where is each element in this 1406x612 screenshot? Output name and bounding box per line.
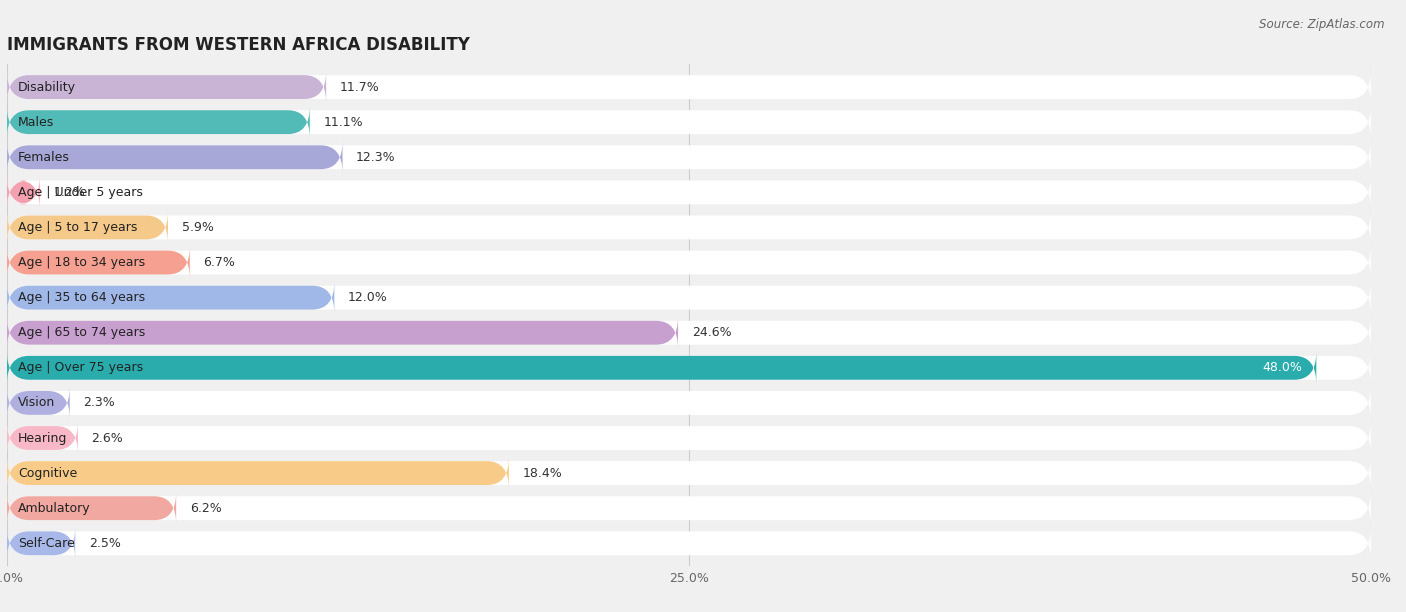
- Text: 2.5%: 2.5%: [89, 537, 121, 550]
- Text: Hearing: Hearing: [18, 431, 67, 444]
- FancyBboxPatch shape: [7, 316, 678, 349]
- Text: 11.1%: 11.1%: [323, 116, 363, 129]
- Text: Age | 18 to 34 years: Age | 18 to 34 years: [18, 256, 145, 269]
- Text: 5.9%: 5.9%: [181, 221, 214, 234]
- FancyBboxPatch shape: [7, 387, 70, 419]
- Text: 11.7%: 11.7%: [340, 81, 380, 94]
- Text: 1.2%: 1.2%: [53, 186, 86, 199]
- Text: Vision: Vision: [18, 397, 55, 409]
- Text: 12.3%: 12.3%: [356, 151, 396, 164]
- FancyBboxPatch shape: [7, 316, 1371, 349]
- Text: Source: ZipAtlas.com: Source: ZipAtlas.com: [1260, 18, 1385, 31]
- Text: Self-Care: Self-Care: [18, 537, 75, 550]
- FancyBboxPatch shape: [7, 527, 76, 559]
- FancyBboxPatch shape: [7, 387, 1371, 419]
- Text: Cognitive: Cognitive: [18, 466, 77, 480]
- Text: 6.2%: 6.2%: [190, 502, 222, 515]
- Text: Age | Over 75 years: Age | Over 75 years: [18, 361, 143, 375]
- FancyBboxPatch shape: [7, 352, 1316, 384]
- FancyBboxPatch shape: [7, 176, 1371, 209]
- FancyBboxPatch shape: [7, 422, 1371, 454]
- FancyBboxPatch shape: [7, 106, 1371, 138]
- Text: 12.0%: 12.0%: [347, 291, 388, 304]
- FancyBboxPatch shape: [7, 492, 1371, 524]
- FancyBboxPatch shape: [7, 141, 343, 173]
- Text: Age | 65 to 74 years: Age | 65 to 74 years: [18, 326, 145, 339]
- Text: 6.7%: 6.7%: [204, 256, 235, 269]
- Text: Age | 5 to 17 years: Age | 5 to 17 years: [18, 221, 138, 234]
- Text: Males: Males: [18, 116, 55, 129]
- FancyBboxPatch shape: [7, 176, 39, 209]
- Text: Age | Under 5 years: Age | Under 5 years: [18, 186, 143, 199]
- Text: IMMIGRANTS FROM WESTERN AFRICA DISABILITY: IMMIGRANTS FROM WESTERN AFRICA DISABILIT…: [7, 36, 470, 54]
- FancyBboxPatch shape: [7, 211, 1371, 244]
- FancyBboxPatch shape: [7, 457, 1371, 489]
- Text: 2.6%: 2.6%: [91, 431, 124, 444]
- FancyBboxPatch shape: [7, 141, 1371, 173]
- FancyBboxPatch shape: [7, 282, 1371, 314]
- FancyBboxPatch shape: [7, 71, 326, 103]
- Text: Age | 35 to 64 years: Age | 35 to 64 years: [18, 291, 145, 304]
- Text: Ambulatory: Ambulatory: [18, 502, 90, 515]
- FancyBboxPatch shape: [7, 527, 1371, 559]
- FancyBboxPatch shape: [7, 492, 176, 524]
- FancyBboxPatch shape: [7, 282, 335, 314]
- FancyBboxPatch shape: [7, 247, 190, 278]
- Text: 18.4%: 18.4%: [523, 466, 562, 480]
- FancyBboxPatch shape: [7, 457, 509, 489]
- Text: Disability: Disability: [18, 81, 76, 94]
- Text: 24.6%: 24.6%: [692, 326, 731, 339]
- FancyBboxPatch shape: [7, 71, 1371, 103]
- FancyBboxPatch shape: [7, 247, 1371, 278]
- FancyBboxPatch shape: [7, 422, 77, 454]
- FancyBboxPatch shape: [7, 211, 167, 244]
- FancyBboxPatch shape: [7, 106, 309, 138]
- Text: 48.0%: 48.0%: [1263, 361, 1302, 375]
- Text: Females: Females: [18, 151, 70, 164]
- Text: 2.3%: 2.3%: [83, 397, 115, 409]
- FancyBboxPatch shape: [7, 352, 1371, 384]
